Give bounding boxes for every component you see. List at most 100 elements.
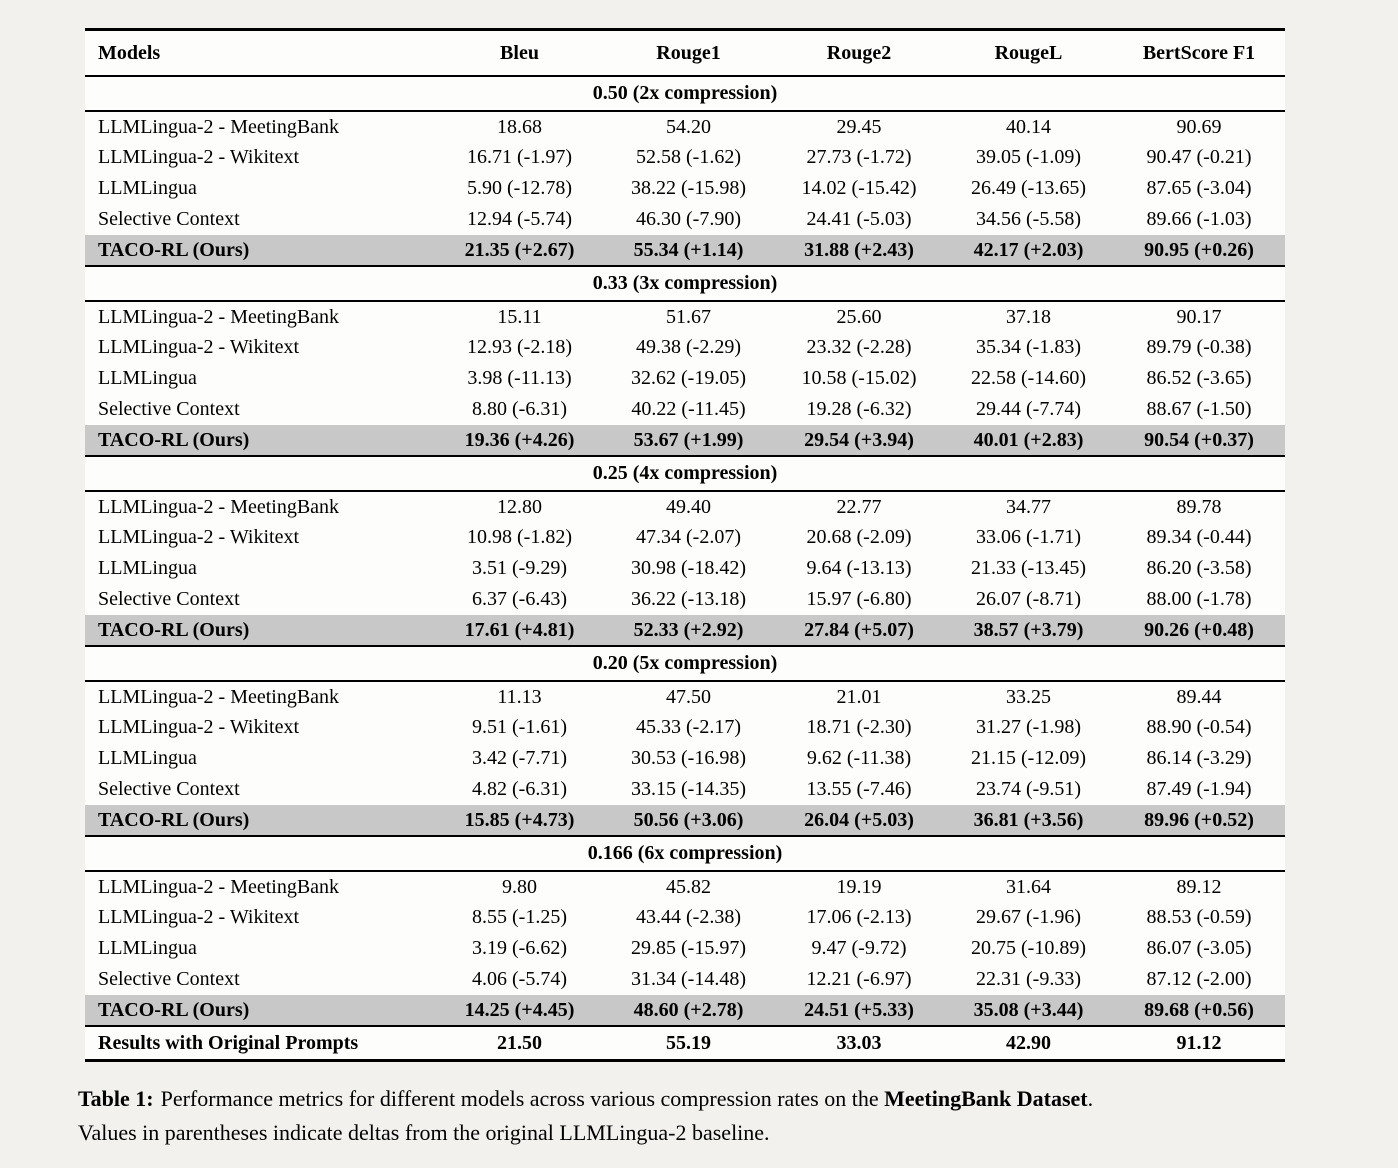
metric-value-cell: 91.12: [1113, 1025, 1285, 1059]
model-row: LLMLingua-2 - Wikitext 12.93 (-2.18) 49.38…: [85, 332, 1285, 363]
metric-value-cell: 5.90 (-12.78): [467, 177, 572, 199]
metric-value-cell: 26.07 (-8.71): [976, 588, 1081, 610]
model-name-cell: Selective Context: [98, 588, 240, 610]
metric-value-cell: 90.69: [1176, 115, 1222, 138]
metric-value-cell: 87.49 (-1.94): [1146, 778, 1252, 800]
model-name-cell: LLMLingua-2 - MeetingBank: [98, 115, 340, 138]
metric-value-cell: 52.33 (+2.92): [603, 615, 774, 646]
model-name-cell: Results with Original Prompts: [85, 1025, 436, 1059]
metric-value-cell: 89.66 (-1.03): [1146, 208, 1252, 230]
model-row: Selective Context 4.06 (-5.74) 31.34 (-14.…: [85, 964, 1285, 995]
section-title: 0.166 (6x compression): [85, 835, 1285, 872]
metric-value-cell: 9.64 (-13.13): [806, 557, 912, 579]
results-table: Models Bleu Rouge1 Rouge2 RougeL BertScore F1…: [85, 31, 1285, 1059]
model-row: Selective Context 4.82 (-6.31) 33.15 (-14.…: [85, 774, 1285, 805]
metric-value-cell: 89.34 (-0.44): [1146, 526, 1252, 548]
metric-value-cell: 43.44 (-2.38): [636, 906, 741, 928]
metric-value-cell: 34.56 (-5.58): [976, 208, 1081, 230]
model-name-cell: Selective Context: [98, 968, 240, 990]
section-title: 0.25 (4x compression): [85, 455, 1285, 492]
metric-value-cell: 23.74 (-9.51): [976, 778, 1081, 800]
model-name-cell: LLMLingua-2 - MeetingBank: [98, 495, 340, 518]
metric-value-cell: 40.14: [1006, 115, 1051, 138]
metric-value-cell: 31.27 (-1.98): [976, 716, 1081, 738]
metric-value-cell: 4.06 (-5.74): [472, 968, 567, 990]
metric-value-cell: 21.35 (+2.67): [436, 235, 603, 266]
metric-value-cell: 3.19 (-6.62): [472, 937, 567, 959]
caption-line-2: Values in parentheses indicate deltas fr…: [78, 1120, 770, 1145]
metric-value-cell: 37.18: [1006, 305, 1051, 328]
column-header-metric-5: BertScore F1: [1113, 31, 1285, 77]
metric-value-cell: 53.67 (+1.99): [603, 425, 774, 456]
model-name-cell: Selective Context: [98, 208, 240, 230]
metric-value-cell: 24.51 (+5.33): [774, 995, 944, 1026]
caption-text-end: .: [1087, 1086, 1094, 1111]
model-row: LLMLingua 3.42 (-7.71) 30.53 (-16.98) 9.62 …: [85, 743, 1285, 774]
model-row: LLMLingua-2 - Wikitext 8.55 (-1.25) 43.44 …: [85, 902, 1285, 933]
metric-value-cell: 90.17: [1176, 305, 1222, 328]
metric-value-cell: 29.67 (-1.96): [976, 906, 1081, 928]
caption-text-1: Performance metrics for different models…: [160, 1086, 885, 1111]
metric-value-cell: 88.67 (-1.50): [1146, 398, 1252, 420]
metric-value-cell: 21.33 (-13.45): [971, 557, 1086, 579]
metric-value-cell: 49.40: [666, 495, 711, 518]
model-row: LLMLingua-2 - MeetingBank 12.80 49.40 22.77…: [85, 491, 1285, 522]
metric-value-cell: 20.75 (-10.89): [971, 937, 1086, 959]
metric-value-cell: 48.60 (+2.78): [603, 995, 774, 1026]
metric-value-cell: 14.02 (-15.42): [801, 177, 917, 199]
column-header-metric-2: Rouge1: [603, 31, 774, 77]
metric-value-cell: 88.53 (-0.59): [1146, 906, 1252, 928]
metric-value-cell: 12.80: [497, 495, 542, 518]
metric-value-cell: 9.62 (-11.38): [806, 747, 912, 769]
metric-value-cell: 31.34 (-14.48): [631, 968, 746, 990]
metric-value-cell: 27.73 (-1.72): [806, 146, 912, 168]
model-name-cell: LLMLingua: [98, 557, 197, 579]
model-name-cell: TACO-RL (Ours): [85, 995, 436, 1026]
column-header-metric-3: Rouge2: [774, 31, 944, 77]
metric-value-cell: 40.01 (+2.83): [944, 425, 1113, 456]
metric-value-cell: 90.47 (-0.21): [1146, 146, 1252, 168]
model-row: LLMLingua-2 - MeetingBank 15.11 51.67 25.60…: [85, 301, 1285, 332]
metric-value-cell: 29.44 (-7.74): [976, 398, 1081, 420]
section-header-row: 0.166 (6x compression): [85, 835, 1285, 872]
model-name-cell: LLMLingua: [98, 937, 197, 959]
model-name-cell: LLMLingua-2 - Wikitext: [98, 146, 300, 168]
model-row: LLMLingua-2 - MeetingBank 11.13 47.50 21.01…: [85, 681, 1285, 712]
metric-value-cell: 86.20 (-3.58): [1146, 557, 1252, 579]
table-caption: Table 1: Performance metrics for differen…: [78, 1082, 1298, 1150]
model-row: LLMLingua-2 - Wikitext 10.98 (-1.82) 47.34…: [85, 522, 1285, 553]
metric-value-cell: 33.06 (-1.71): [976, 526, 1081, 548]
model-name-cell: TACO-RL (Ours): [85, 235, 436, 266]
metric-value-cell: 31.88 (+2.43): [774, 235, 944, 266]
metric-value-cell: 49.38 (-2.29): [636, 336, 741, 358]
model-row: Selective Context 6.37 (-6.43) 36.22 (-13.…: [85, 584, 1285, 615]
metric-value-cell: 18.68: [497, 115, 542, 138]
metric-value-cell: 18.71 (-2.30): [806, 716, 912, 738]
metric-value-cell: 9.51 (-1.61): [472, 716, 567, 738]
metric-value-cell: 35.08 (+3.44): [944, 995, 1113, 1026]
taco-rl-row: TACO-RL (Ours) 15.85 (+4.73) 50.56 (+3.06)…: [85, 805, 1285, 836]
metric-value-cell: 31.64: [1006, 875, 1051, 898]
metric-value-cell: 27.84 (+5.07): [774, 615, 944, 646]
metric-value-cell: 25.60: [836, 305, 882, 328]
metric-value-cell: 90.95 (+0.26): [1113, 235, 1285, 266]
model-name-cell: LLMLingua-2 - Wikitext: [98, 906, 300, 928]
metric-value-cell: 15.85 (+4.73): [436, 805, 603, 836]
metric-value-cell: 8.80 (-6.31): [472, 398, 567, 420]
metric-value-cell: 50.56 (+3.06): [603, 805, 774, 836]
metric-value-cell: 3.98 (-11.13): [467, 367, 572, 389]
metric-value-cell: 89.68 (+0.56): [1113, 995, 1285, 1026]
model-name-cell: LLMLingua: [98, 367, 197, 389]
metric-value-cell: 51.67: [666, 305, 711, 328]
metric-value-cell: 12.94 (-5.74): [467, 208, 572, 230]
section-title: 0.33 (3x compression): [85, 265, 1285, 302]
model-name-cell: Selective Context: [98, 778, 240, 800]
model-row: LLMLingua-2 - MeetingBank 9.80 45.82 19.19 3…: [85, 871, 1285, 902]
metric-value-cell: 29.85 (-15.97): [631, 937, 746, 959]
metric-value-cell: 55.34 (+1.14): [603, 235, 774, 266]
model-name-cell: LLMLingua-2 - MeetingBank: [98, 875, 340, 898]
metric-value-cell: 21.15 (-12.09): [971, 747, 1086, 769]
metric-value-cell: 42.17 (+2.03): [944, 235, 1113, 266]
metric-value-cell: 12.21 (-6.97): [806, 968, 912, 990]
column-header-models: Models: [85, 31, 436, 77]
